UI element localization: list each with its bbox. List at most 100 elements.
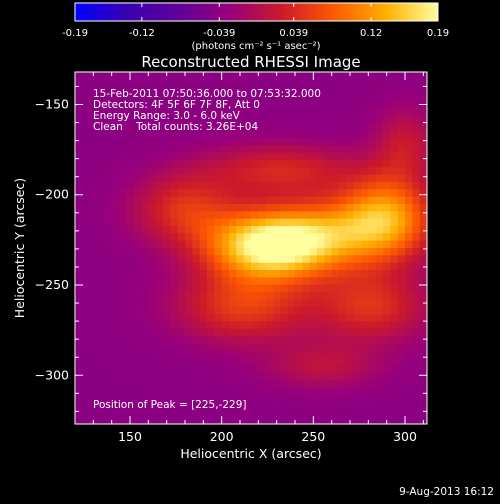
- heatmap-cell: [302, 306, 311, 315]
- heatmap-cell: [133, 196, 142, 205]
- heatmap-cell: [390, 101, 399, 110]
- heatmap-cell: [412, 72, 421, 80]
- heatmap-cell: [155, 328, 164, 337]
- heatmap-cell: [287, 130, 296, 139]
- heatmap-cell: [199, 387, 208, 396]
- heatmap-cell: [368, 152, 377, 161]
- heatmap-cell: [89, 248, 98, 256]
- heatmap-cell: [390, 306, 399, 315]
- heatmap-cell: [346, 328, 355, 337]
- heatmap-cell: [412, 160, 421, 168]
- heatmap-cell: [353, 314, 362, 322]
- heatmap-cell: [185, 328, 193, 337]
- heatmap-cell: [111, 416, 120, 424]
- heatmap-cell: [119, 174, 127, 183]
- heatmap-cell: [192, 145, 201, 154]
- heatmap-cell: [243, 255, 252, 264]
- heatmap-cell: [317, 402, 325, 410]
- heatmap-cell: [397, 211, 406, 220]
- heatmap-cell: [280, 218, 289, 227]
- heatmap-cell: [412, 292, 421, 300]
- heatmap-cell: [111, 314, 120, 322]
- heatmap-cell: [236, 387, 245, 396]
- heatmap-cell: [295, 277, 303, 286]
- heatmap-cell: [141, 167, 149, 176]
- heatmap-cell: [258, 321, 267, 330]
- heatmap-cell: [412, 314, 421, 322]
- heatmap-cell: [265, 233, 274, 242]
- heatmap-cell: [251, 116, 259, 124]
- heatmap-cell: [75, 277, 83, 286]
- heatmap-cell: [287, 145, 296, 154]
- heatmap-cell: [339, 160, 347, 168]
- heatmap-cell: [331, 108, 340, 117]
- heatmap-cell: [295, 174, 303, 183]
- heatmap-cell: [82, 123, 91, 132]
- heatmap-cell: [346, 101, 355, 110]
- heatmap-cell: [141, 277, 149, 286]
- heatmap-cell: [243, 409, 252, 418]
- heatmap-cell: [412, 196, 421, 205]
- heatmap-cell: [280, 394, 289, 403]
- heatmap-cell: [397, 416, 406, 424]
- heatmap-cell: [141, 402, 149, 410]
- heatmap-cell: [243, 233, 252, 242]
- heatmap-cell: [265, 108, 274, 117]
- heatmap-cell: [192, 248, 201, 256]
- heatmap-cell: [177, 174, 186, 183]
- heatmap-cell: [361, 189, 369, 198]
- heatmap-cell: [229, 160, 237, 168]
- heatmap-cell: [185, 226, 193, 234]
- heatmap-cell: [361, 277, 369, 286]
- heatmap-cell: [214, 218, 223, 227]
- heatmap-cell: [339, 101, 347, 110]
- heatmap-cell: [353, 204, 362, 212]
- heatmap-cell: [221, 145, 230, 154]
- heatmap-cell: [199, 211, 208, 220]
- heatmap-cell: [302, 72, 311, 80]
- heatmap-cell: [133, 130, 142, 139]
- heatmap-cell: [119, 116, 127, 124]
- heatmap-cell: [126, 387, 135, 396]
- heatmap-cell: [383, 123, 391, 132]
- heatmap-cell: [104, 108, 113, 117]
- heatmap-cell: [346, 211, 355, 220]
- heatmap-cell: [397, 380, 406, 388]
- heatmap-cell: [148, 409, 157, 418]
- heatmap-cell: [339, 306, 347, 315]
- heatmap-cell: [405, 336, 413, 344]
- heatmap-cell: [243, 130, 252, 139]
- heatmap-cell: [75, 152, 83, 161]
- heatmap-cell: [163, 226, 171, 234]
- heatmap-cell: [177, 167, 186, 176]
- heatmap-cell: [309, 108, 318, 117]
- heatmap-cell: [104, 365, 113, 374]
- heatmap-cell: [280, 336, 289, 344]
- heatmap-cell: [185, 321, 193, 330]
- heatmap-cell: [89, 123, 98, 132]
- heatmap-cell: [192, 409, 201, 418]
- heatmap-cell: [148, 160, 157, 168]
- heatmap-cell: [192, 226, 201, 234]
- heatmap-cell: [236, 160, 245, 168]
- heatmap-cell: [148, 248, 157, 256]
- heatmap-cell: [207, 248, 215, 256]
- heatmap-cell: [177, 160, 186, 168]
- heatmap-cell: [331, 233, 340, 242]
- heatmap-cell: [361, 402, 369, 410]
- heatmap-cell: [302, 328, 311, 337]
- heatmap-cell: [185, 160, 193, 168]
- heatmap-cell: [148, 328, 157, 337]
- heatmap-cell: [295, 108, 303, 117]
- heatmap-cell: [163, 94, 171, 102]
- heatmap-cell: [419, 196, 427, 205]
- heatmap-cell: [295, 145, 303, 154]
- heatmap-cell: [221, 321, 230, 330]
- heatmap-cell: [324, 248, 333, 256]
- heatmap-cell: [309, 167, 318, 176]
- heatmap-cell: [104, 255, 113, 264]
- heatmap-cell: [207, 306, 215, 315]
- heatmap-cell: [346, 204, 355, 212]
- heatmap-cell: [361, 145, 369, 154]
- heatmap-cell: [155, 94, 164, 102]
